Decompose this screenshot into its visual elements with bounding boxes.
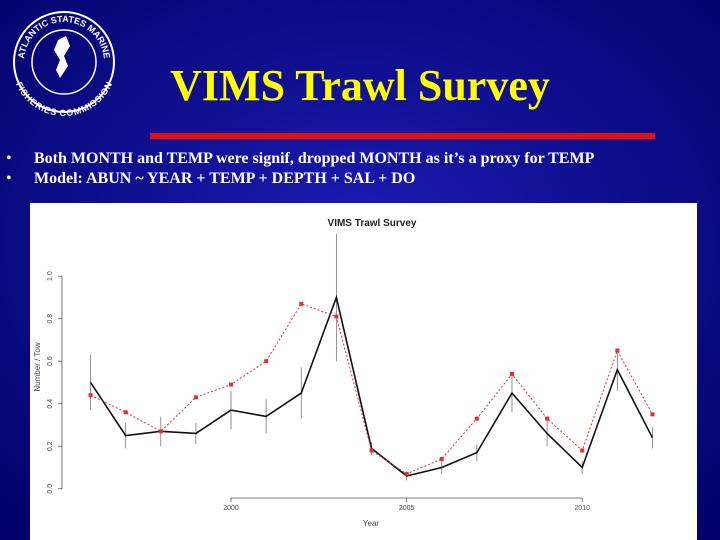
x-axis-label: Year (363, 519, 380, 528)
bullet-dot: • (6, 170, 12, 187)
logo-coast (54, 36, 70, 78)
bullet: Model: ABUN ~ YEAR + TEMP + DEPTH + SAL … (34, 170, 415, 187)
point (193, 395, 198, 400)
y-tick-label: 0.4 (47, 399, 54, 409)
x-tick-label: 2005 (399, 505, 415, 512)
point (88, 393, 93, 398)
point (264, 359, 269, 364)
y-axis-label: Number / Tow (33, 342, 42, 391)
x-tick-label: 2010 (574, 505, 590, 512)
point (123, 410, 128, 415)
y-tick-label: 0.0 (47, 484, 54, 494)
point (509, 371, 514, 376)
y-tick-label: 0.6 (47, 356, 54, 366)
chart-background (30, 203, 697, 540)
point (299, 301, 304, 306)
slide-title: VIMS Trawl Survey (170, 61, 550, 110)
logo-ring (13, 11, 115, 113)
y-tick-label: 1.0 (47, 271, 54, 281)
point (545, 416, 550, 421)
chart-title: VIMS Trawl Survey (328, 218, 417, 229)
logo-inner-ring (31, 29, 97, 95)
series-line (89, 294, 654, 477)
point (158, 429, 163, 434)
x-tick-label: 2000 (223, 505, 239, 512)
bullet-dot: • (6, 150, 12, 167)
point (369, 448, 374, 453)
point (404, 471, 409, 476)
point (334, 314, 339, 319)
point (439, 456, 444, 461)
point (580, 448, 585, 453)
y-tick-label: 0.2 (47, 441, 54, 451)
bullet: Both MONTH and TEMP were signif, dropped… (34, 150, 595, 167)
point (650, 412, 655, 417)
title-underline (150, 133, 655, 139)
point (474, 416, 479, 421)
point (229, 382, 234, 387)
series-line (90, 303, 653, 475)
point (615, 348, 620, 353)
y-tick-label: 0.8 (47, 314, 54, 324)
